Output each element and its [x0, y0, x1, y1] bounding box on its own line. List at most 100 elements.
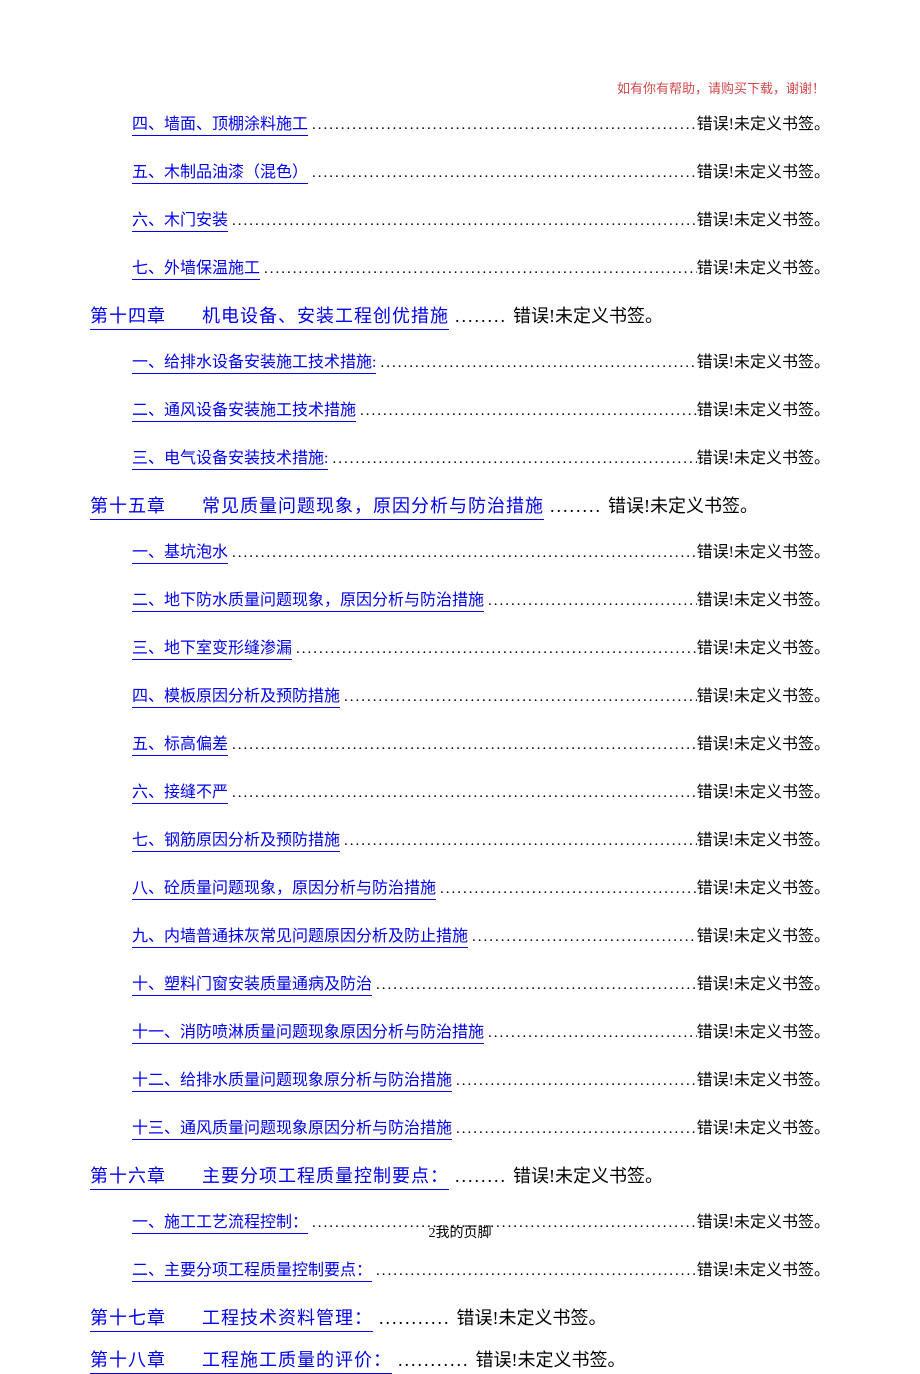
- toc-sub-row: 二、通风设备安装施工技术措施 .........................…: [132, 396, 830, 422]
- toc-link[interactable]: 二、地下防水质量问题现象，原因分析与防治措施: [132, 586, 484, 612]
- toc-sub-row: 六、接缝不严 .................................…: [132, 778, 830, 804]
- error-text: 错误!未定义书签。: [697, 206, 830, 230]
- toc-sub-row: 五、标高偏差 .................................…: [132, 730, 830, 756]
- leader-dots: ........................................…: [292, 641, 697, 658]
- error-text: 错误!未定义书签。: [697, 1256, 830, 1280]
- error-text: 错误!未定义书签。: [697, 634, 830, 658]
- toc-link[interactable]: 八、砼质量问题现象，原因分析与防治措施: [132, 874, 436, 900]
- sub-section-group: 一、基坑泡水 .................................…: [90, 538, 830, 1140]
- toc-sub-row: 六、木门安装 .................................…: [132, 206, 830, 232]
- chapter-row: 第十五章常见质量问题现象，原因分析与防治措施........ 错误!未定义书签。: [90, 492, 830, 520]
- toc-link[interactable]: 十三、通风质量问题现象原因分析与防治措施: [132, 1114, 452, 1140]
- error-text: 错误!未定义书签。: [457, 1304, 607, 1330]
- chapter-link[interactable]: 第十五章常见质量问题现象，原因分析与防治措施: [90, 492, 544, 520]
- error-text: 错误!未定义书签。: [513, 1162, 663, 1188]
- error-text: 错误!未定义书签。: [697, 348, 830, 372]
- toc-sub-row: 九、内墙普通抹灰常见问题原因分析及防止措施 ..................…: [132, 922, 830, 948]
- header-note: 如有你有帮助，请购买下载，谢谢！: [617, 78, 825, 97]
- toc-sub-row: 十、塑料门窗安装质量通病及防治 ........................…: [132, 970, 830, 996]
- toc-link[interactable]: 二、主要分项工程质量控制要点：: [132, 1256, 372, 1282]
- error-text: 错误!未定义书签。: [697, 586, 830, 610]
- toc-sub-row: 七、钢筋原因分析及预防措施 ..........................…: [132, 826, 830, 852]
- error-text: 错误!未定义书签。: [697, 1066, 830, 1090]
- leader-dots: ........................................…: [484, 593, 697, 610]
- toc-link[interactable]: 三、地下室变形缝渗漏: [132, 634, 292, 660]
- leader-dots: ........................................…: [340, 689, 697, 706]
- leader-dots: ...........: [373, 1308, 457, 1329]
- leader-dots: ........................................…: [228, 737, 697, 754]
- toc-link[interactable]: 七、钢筋原因分析及预防措施: [132, 826, 340, 852]
- error-text: 错误!未定义书签。: [697, 254, 830, 278]
- toc-link[interactable]: 一、给排水设备安装施工技术措施:: [132, 348, 376, 374]
- leader-dots: ........................................…: [308, 165, 697, 182]
- leader-dots: ........................................…: [328, 451, 696, 468]
- chapter-row: 第十七章工程技术资料管理： ........... 错误!未定义书签。: [90, 1304, 830, 1332]
- toc-sub-row: 三、电气设备安装技术措施: ..........................…: [132, 444, 830, 470]
- error-text: 错误!未定义书签。: [697, 922, 830, 946]
- error-text: 错误!未定义书签。: [697, 110, 830, 134]
- toc-sub-row: 二、地下防水质量问题现象，原因分析与防治措施 .................…: [132, 586, 830, 612]
- toc-sub-row: 二、主要分项工程质量控制要点： ........................…: [132, 1256, 830, 1282]
- toc-link[interactable]: 六、接缝不严: [132, 778, 228, 804]
- toc-sub-row: 十二、给排水质量问题现象原分析与防治措施 ...................…: [132, 1066, 830, 1092]
- toc-link[interactable]: 七、外墙保温施工: [132, 254, 260, 280]
- toc-link[interactable]: 三、电气设备安装技术措施:: [132, 444, 328, 470]
- leader-dots: ........................................…: [356, 403, 697, 420]
- error-text: 错误!未定义书签。: [697, 396, 830, 420]
- toc-link[interactable]: 九、内墙普通抹灰常见问题原因分析及防止措施: [132, 922, 468, 948]
- error-text: 错误!未定义书签。: [697, 778, 830, 802]
- error-text: 错误!未定义书签。: [697, 874, 830, 898]
- toc-sub-row: 八、砼质量问题现象，原因分析与防治措施 ....................…: [132, 874, 830, 900]
- toc-link[interactable]: 二、通风设备安装施工技术措施: [132, 396, 356, 422]
- leader-dots: ...........: [392, 1350, 476, 1371]
- toc-sub-row: 四、墙面、顶棚涂料施工 ............................…: [132, 110, 830, 136]
- leader-dots: ........................................…: [452, 1121, 697, 1138]
- leader-dots: ........................................…: [228, 785, 697, 802]
- toc-sub-row: 四、模板原因分析及预防措施 ..........................…: [132, 682, 830, 708]
- error-text: 错误!未定义书签。: [513, 302, 663, 328]
- page-footer: 2我的页脚: [0, 1222, 920, 1242]
- leader-dots: ........................................…: [484, 1025, 697, 1042]
- chapter-link[interactable]: 第十六章主要分项工程质量控制要点：: [90, 1162, 449, 1190]
- toc-link[interactable]: 六、木门安装: [132, 206, 228, 232]
- sub-section-group: 一、给排水设备安装施工技术措施: .......................…: [90, 348, 830, 470]
- chapter-row: 第十四章机电设备、安装工程创优措施........ 错误!未定义书签。: [90, 302, 830, 330]
- chapter-link[interactable]: 第十四章机电设备、安装工程创优措施: [90, 302, 449, 330]
- toc-sub-row: 五、木制品油漆（混色） ............................…: [132, 158, 830, 184]
- sub-section-group: 四、墙面、顶棚涂料施工 ............................…: [90, 110, 830, 280]
- chapter-link[interactable]: 第十八章工程施工质量的评价：: [90, 1346, 392, 1374]
- toc-link[interactable]: 一、基坑泡水: [132, 538, 228, 564]
- error-text: 错误!未定义书签。: [697, 1114, 830, 1138]
- toc-link[interactable]: 五、标高偏差: [132, 730, 228, 756]
- toc-sub-row: 一、给排水设备安装施工技术措施: .......................…: [132, 348, 830, 374]
- leader-dots: ........................................…: [452, 1073, 697, 1090]
- leader-dots: ........: [449, 1166, 513, 1187]
- leader-dots: ........: [544, 496, 608, 517]
- toc-sub-row: 七、外墙保温施工 ...............................…: [132, 254, 830, 280]
- chapter-link[interactable]: 第十七章工程技术资料管理：: [90, 1304, 373, 1332]
- leader-dots: ........................................…: [228, 545, 697, 562]
- toc-link[interactable]: 四、墙面、顶棚涂料施工: [132, 110, 308, 136]
- toc-sub-row: 十三、通风质量问题现象原因分析与防治措施 ...................…: [132, 1114, 830, 1140]
- leader-dots: ........................................…: [372, 1263, 697, 1280]
- toc-sub-row: 一、基坑泡水 .................................…: [132, 538, 830, 564]
- toc-link[interactable]: 十二、给排水质量问题现象原分析与防治措施: [132, 1066, 452, 1092]
- toc-link[interactable]: 五、木制品油漆（混色）: [132, 158, 308, 184]
- leader-dots: ........................................…: [228, 213, 697, 230]
- leader-dots: ........................................…: [468, 929, 697, 946]
- leader-dots: ........................................…: [260, 261, 697, 278]
- error-text: 错误!未定义书签。: [697, 538, 830, 562]
- error-text: 错误!未定义书签。: [697, 730, 830, 754]
- leader-dots: ........................................…: [436, 881, 697, 898]
- error-text: 错误!未定义书签。: [697, 826, 830, 850]
- error-text: 错误!未定义书签。: [697, 682, 830, 706]
- toc-sub-row: 十一、消防喷淋质量问题现象原因分析与防治措施 .................…: [132, 1018, 830, 1044]
- toc-link[interactable]: 十一、消防喷淋质量问题现象原因分析与防治措施: [132, 1018, 484, 1044]
- error-text: 错误!未定义书签。: [476, 1346, 626, 1372]
- sub-section-group: 一、施工工艺流程控制： ............................…: [90, 1208, 830, 1282]
- toc-link[interactable]: 十、塑料门窗安装质量通病及防治: [132, 970, 372, 996]
- leader-dots: ........: [449, 306, 513, 327]
- error-text: 错误!未定义书签。: [697, 444, 830, 468]
- toc-link[interactable]: 四、模板原因分析及预防措施: [132, 682, 340, 708]
- error-text: 错误!未定义书签。: [697, 1018, 830, 1042]
